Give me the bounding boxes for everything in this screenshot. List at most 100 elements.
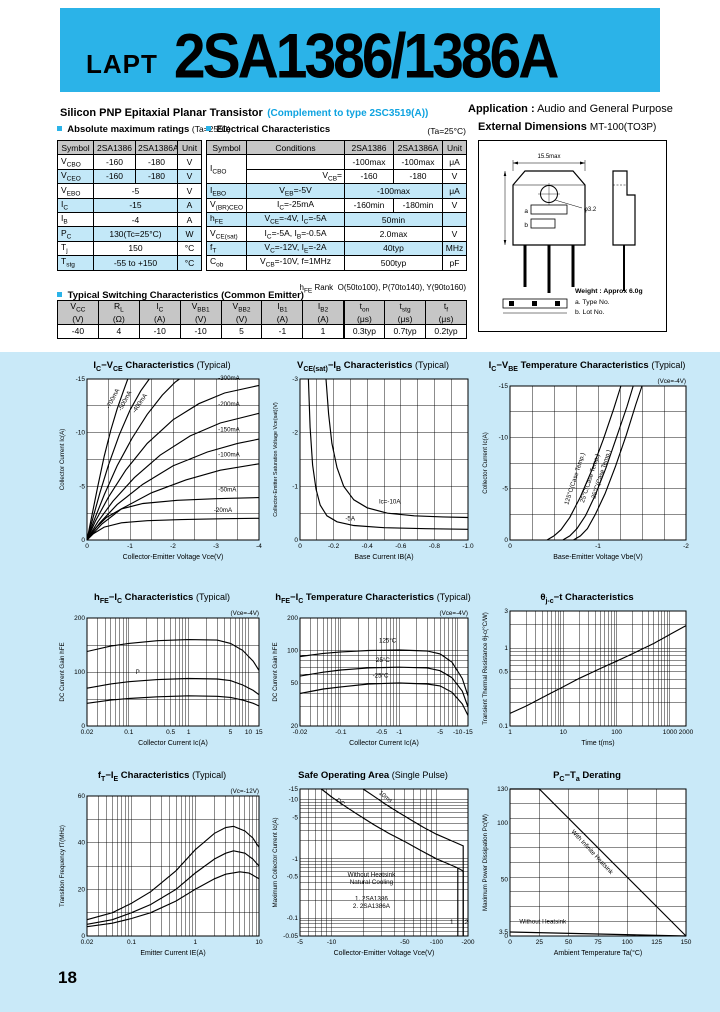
svg-text:-15: -15 [289,786,299,793]
svg-text:-2: -2 [292,430,298,437]
svg-text:2: 2 [465,919,469,926]
svg-text:(Vce=-4V): (Vce=-4V) [657,378,686,385]
col-symbol: Symbol [206,139,247,156]
svg-text:0: 0 [508,543,512,550]
switching-title: Typical Switching Characteristics (Commo… [67,290,304,301]
svg-text:-2: -2 [683,543,689,550]
chart-plot-area: 0 -1 -2 -3 -4 0 -5 -10 -15 -700mA -500mA -400mA -300… [57,373,267,566]
svg-text:100: 100 [74,669,85,676]
svg-text:3.5: 3.5 [499,929,508,936]
col-conditions: Conditions [246,139,345,156]
chart-ic-vce: IC−VCE Characteristics (Typical) 0 -1 -2 -3… [57,360,267,566]
table-row: VCEO -160 -180 V [57,168,202,185]
svg-text:-0.6: -0.6 [395,543,407,550]
section-bullet-icon [57,292,62,297]
chart-vcesat-ib: VCE(sat)−IB Characteristics (Typical) 0 -… [270,360,476,566]
svg-text:-0.4: -0.4 [362,543,374,550]
svg-text:(Vce=-4V): (Vce=-4V) [439,610,468,617]
chart-hfe-ic: hFE−IC Characteristics (Typical) 0.02 0.1… [57,592,267,752]
svg-text:Maximum Collector Current Ic(A: Maximum Collector Current Ic(A) [272,817,279,907]
section-bullet-icon [206,126,211,131]
table-row: IC -15 A [57,197,202,213]
external-dimensions-box: 15.5max φ3.2 a b [478,140,667,332]
table-row: IB -4 A [57,211,202,228]
svg-text:100: 100 [287,648,298,655]
application-line: Application : Audio and General Purpose [468,103,673,115]
table-row: VCBO -160 -180 V [57,154,202,170]
svg-text:-1: -1 [127,543,133,550]
hfe-rank-note: hFE Rank O(50to100), P(70to140), Y(90to1… [206,283,466,295]
svg-text:-1: -1 [595,543,601,550]
svg-text:-4: -4 [256,543,262,550]
svg-text:0: 0 [81,537,85,544]
svg-text:0: 0 [81,723,85,730]
chart-plot-area: 1 10 100 1000 2000 0.1 0.5 1 3 Time t(ms) Transien… [480,605,694,752]
chart-pc-ta-derating: PC−Ta Derating 0 25 50 75 100 125 150 0 3.5 50 100… [480,770,694,962]
svg-text:75: 75 [594,939,602,946]
svg-text:-100: -100 [430,939,443,946]
svg-text:-10: -10 [453,729,463,736]
section-abs-max: Absolute maximum ratings (Ta=25°C) [57,124,231,135]
svg-text:Collector-Emitter Voltage Vce(: Collector-Emitter Voltage Vce(V) [334,950,435,957]
svg-text:1: 1 [450,919,454,926]
svg-text:-50mA: -50mA [218,487,237,494]
col-unit: Unit [177,139,202,156]
lot-no-note: b. Lot No. [575,309,605,316]
svg-text:200: 200 [74,615,85,622]
svg-text:100: 100 [497,820,508,827]
svg-text:Collector Current Ic(A): Collector Current Ic(A) [138,740,208,747]
svg-text:150: 150 [681,939,692,946]
svg-text:-5: -5 [79,483,85,490]
chart-title: PC−Ta Derating [553,770,621,783]
svg-text:Collector Current Ic(A): Collector Current Ic(A) [59,429,66,491]
type-no-note: a. Type No. [575,299,610,306]
brand-logo: LAPT [86,49,158,79]
svg-text:-15: -15 [76,376,86,383]
svg-text:-5: -5 [502,486,508,493]
svg-text:0: 0 [81,933,85,940]
chart-plot-area: 0 25 50 75 100 125 150 0 3.5 50 100 130 With Infinit… [480,783,694,962]
svg-text:-0.1: -0.1 [287,915,299,922]
abs-max-table: Symbol 2SA1386 2SA1386A Unit VCBO -160 -18… [57,139,202,271]
svg-text:25°C: 25°C [376,657,390,664]
svg-text:-300mA: -300mA [218,375,241,382]
col-2sa1386a: 2SA1386A [135,139,178,156]
svg-text:200: 200 [287,615,298,622]
svg-text:Emitter Current IE(A): Emitter Current IE(A) [140,950,205,957]
device-description: Silicon PNP Epitaxial Planar Transistor … [60,103,428,121]
svg-text:50: 50 [291,680,299,687]
svg-text:-25°C: -25°C [373,673,389,680]
table-row: VCE(sat) IC=-5A, IB=-0.5A 2.0max V [206,226,467,242]
svg-text:-1: -1 [292,483,298,490]
svg-text:-10: -10 [327,939,337,946]
svg-text:DC Current Gain hFE: DC Current Gain hFE [59,642,66,701]
svg-text:-0.5: -0.5 [376,729,388,736]
svg-text:0.5: 0.5 [166,729,175,736]
table-row: VCB= -160 -180 V [207,168,467,185]
chart-ic-vbe-temperature: IC−VBE Temperature Characteristics (Typi… [480,360,694,566]
svg-text:-5: -5 [292,814,298,821]
table-row: VEBO -5 V [57,183,202,199]
svg-text:-10: -10 [289,796,299,803]
complement-note: (Complement to type 2SC3519(A)) [267,108,429,119]
table-header-row: Symbol Conditions 2SA1386 2SA1386A Unit [206,139,467,156]
svg-text:1: 1 [504,645,508,652]
svg-text:125°C: 125°C [379,638,397,645]
svg-text:5: 5 [229,729,233,736]
package-type: MT-100(TO3P) [589,122,657,133]
elec-char-table: Symbol Conditions 2SA1386 2SA1386A Unit … [206,139,467,271]
svg-text:-5: -5 [437,729,443,736]
section-bullet-icon [57,126,62,131]
svg-text:Time t(ms): Time t(ms) [581,740,614,747]
svg-text:0: 0 [85,543,89,550]
svg-text:-2: -2 [170,543,176,550]
svg-text:Base Current IB(A): Base Current IB(A) [354,554,413,561]
svg-text:-3: -3 [292,376,298,383]
svg-text:1: 1 [187,729,191,736]
hfe-rank-values: O(50to100), P(70to140), Y(90to160) [337,283,466,292]
svg-text:-0.2: -0.2 [328,543,340,550]
svg-text:0: 0 [294,537,298,544]
svg-text:-0.5: -0.5 [287,874,299,881]
col-2sa1386a: 2SA1386A [393,139,443,156]
